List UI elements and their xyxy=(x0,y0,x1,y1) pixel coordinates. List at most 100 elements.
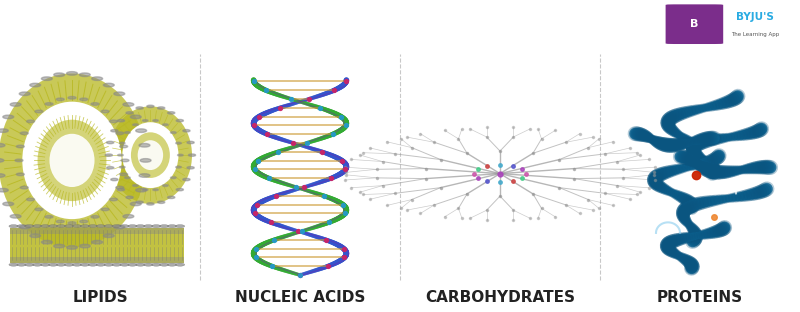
Circle shape xyxy=(79,244,90,248)
Ellipse shape xyxy=(138,140,163,170)
Circle shape xyxy=(25,263,34,266)
Circle shape xyxy=(139,174,150,177)
Circle shape xyxy=(144,225,153,228)
Circle shape xyxy=(110,120,118,123)
Bar xyxy=(10,228,184,234)
Circle shape xyxy=(126,196,133,198)
Circle shape xyxy=(118,119,125,122)
Circle shape xyxy=(104,263,114,266)
Circle shape xyxy=(123,215,134,218)
Circle shape xyxy=(153,189,158,191)
Circle shape xyxy=(9,263,18,266)
Circle shape xyxy=(147,203,154,205)
Circle shape xyxy=(0,188,8,192)
Circle shape xyxy=(123,103,134,106)
Circle shape xyxy=(20,186,28,189)
Circle shape xyxy=(162,185,168,187)
Circle shape xyxy=(158,201,165,203)
Circle shape xyxy=(35,208,43,211)
Circle shape xyxy=(187,167,194,169)
Circle shape xyxy=(16,173,24,176)
Circle shape xyxy=(176,166,182,168)
Circle shape xyxy=(159,263,169,266)
Circle shape xyxy=(153,119,158,121)
Circle shape xyxy=(9,225,18,228)
Circle shape xyxy=(56,220,64,223)
Circle shape xyxy=(170,177,176,179)
Circle shape xyxy=(130,115,141,119)
Bar xyxy=(10,257,184,263)
Circle shape xyxy=(72,263,82,266)
Circle shape xyxy=(120,225,129,228)
Circle shape xyxy=(110,129,118,132)
Circle shape xyxy=(136,225,145,228)
Circle shape xyxy=(136,107,143,109)
Circle shape xyxy=(168,196,174,198)
Circle shape xyxy=(175,263,185,266)
Circle shape xyxy=(119,142,125,144)
Circle shape xyxy=(136,263,145,266)
Circle shape xyxy=(42,77,52,80)
Circle shape xyxy=(96,263,106,266)
Circle shape xyxy=(68,222,76,224)
Circle shape xyxy=(140,158,151,162)
Circle shape xyxy=(80,225,90,228)
Circle shape xyxy=(19,225,30,229)
Circle shape xyxy=(72,225,82,228)
Circle shape xyxy=(125,177,130,179)
Text: LIPIDS: LIPIDS xyxy=(72,290,128,305)
Circle shape xyxy=(183,178,190,181)
Circle shape xyxy=(120,145,128,148)
Circle shape xyxy=(49,225,58,228)
Ellipse shape xyxy=(109,106,192,204)
Circle shape xyxy=(159,225,169,228)
Circle shape xyxy=(187,141,194,144)
Circle shape xyxy=(128,263,137,266)
Circle shape xyxy=(178,154,183,156)
Circle shape xyxy=(41,263,50,266)
Circle shape xyxy=(80,98,88,101)
Ellipse shape xyxy=(22,102,122,219)
Bar xyxy=(10,228,184,263)
Circle shape xyxy=(136,188,146,192)
FancyBboxPatch shape xyxy=(662,2,800,46)
Circle shape xyxy=(152,263,161,266)
Circle shape xyxy=(133,185,138,187)
Circle shape xyxy=(49,263,58,266)
Circle shape xyxy=(101,110,109,113)
Circle shape xyxy=(136,129,146,132)
Circle shape xyxy=(176,119,183,122)
Circle shape xyxy=(183,129,190,132)
Circle shape xyxy=(45,103,53,105)
Text: BYJU'S: BYJU'S xyxy=(736,12,774,22)
Circle shape xyxy=(19,92,30,95)
Circle shape xyxy=(25,225,34,228)
Circle shape xyxy=(79,73,90,76)
Circle shape xyxy=(35,110,43,113)
Circle shape xyxy=(3,202,14,206)
Text: NUCLEIC ACIDS: NUCLEIC ACIDS xyxy=(235,290,365,305)
Circle shape xyxy=(42,240,52,244)
Circle shape xyxy=(66,246,78,249)
Circle shape xyxy=(175,225,185,228)
Circle shape xyxy=(33,225,42,228)
Circle shape xyxy=(103,234,114,237)
Circle shape xyxy=(116,186,124,189)
Circle shape xyxy=(176,142,182,144)
Circle shape xyxy=(118,188,125,191)
Circle shape xyxy=(152,225,161,228)
Circle shape xyxy=(92,77,102,80)
Circle shape xyxy=(162,124,168,126)
Circle shape xyxy=(3,115,14,119)
Ellipse shape xyxy=(50,134,94,187)
Circle shape xyxy=(96,225,106,228)
Circle shape xyxy=(125,132,130,134)
Circle shape xyxy=(41,225,50,228)
Text: BIOMOLECULES: BIOMOLECULES xyxy=(10,10,251,38)
Circle shape xyxy=(114,92,125,95)
Circle shape xyxy=(104,225,114,228)
Circle shape xyxy=(56,98,64,101)
Circle shape xyxy=(54,244,65,248)
Circle shape xyxy=(110,178,118,181)
Circle shape xyxy=(15,159,23,162)
